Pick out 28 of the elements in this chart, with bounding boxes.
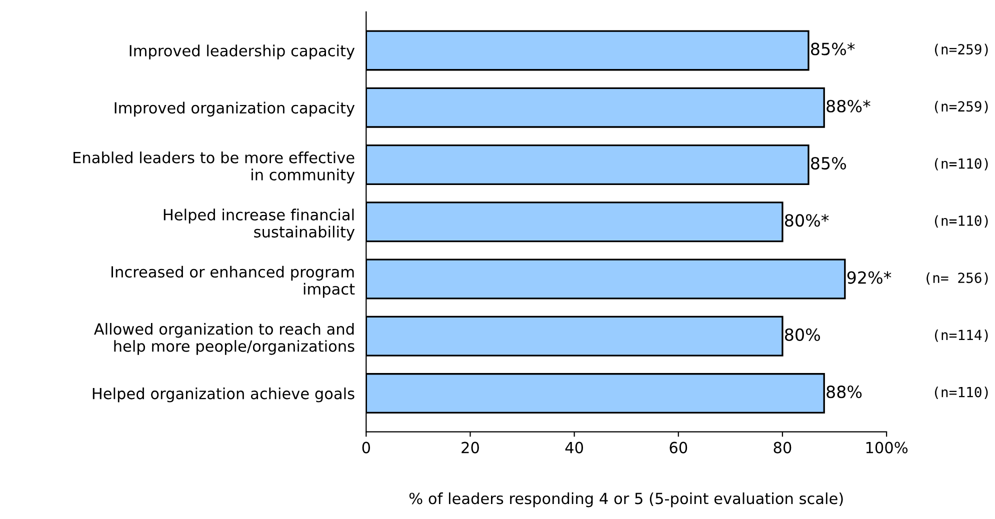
data-label: 88%* [826, 100, 870, 112]
y-tick-label: Helped organization achieve goals [92, 387, 354, 402]
data-label: 80% [784, 328, 820, 341]
y-tick-label: Improved leadership capacity [130, 44, 355, 60]
data-label: 80%* [784, 214, 829, 227]
text: (n=110) [934, 158, 988, 170]
y-tick-label: Helped increase financial sustainability [164, 208, 355, 241]
x-tick-label: 40 [565, 442, 584, 454]
y-tick-label: Enabled leaders to be more effective in community [74, 152, 355, 184]
text: (n=259) [934, 100, 988, 114]
x-tick-label: 100% [866, 442, 908, 454]
x-tick-label: 60 [670, 442, 688, 454]
text: (n=259) [934, 44, 988, 56]
text: (n=110) [934, 215, 988, 228]
x-tick-label: 80 [774, 442, 792, 454]
y-tick-label: Improved organization capacity [114, 102, 355, 117]
data-label: 92%* [847, 271, 892, 284]
x-axis-title: % of leaders responding 4 or 5 (5-point evaluation scale) [409, 492, 843, 508]
text: (n=114) [934, 329, 988, 342]
y-tick-label: Allowed organization to reach and help more people/organizations [94, 322, 354, 355]
text: (n= 256) [926, 272, 988, 285]
data-label: 85%* [811, 42, 855, 56]
data-label: 85% [811, 156, 846, 170]
text: (n=110) [934, 386, 988, 399]
x-tick-label: 0 [362, 442, 370, 454]
x-tick-label: 20 [462, 442, 479, 454]
data-label: 88% [826, 386, 862, 398]
y-tick-label: Increased or enhanced program impact [111, 266, 355, 298]
